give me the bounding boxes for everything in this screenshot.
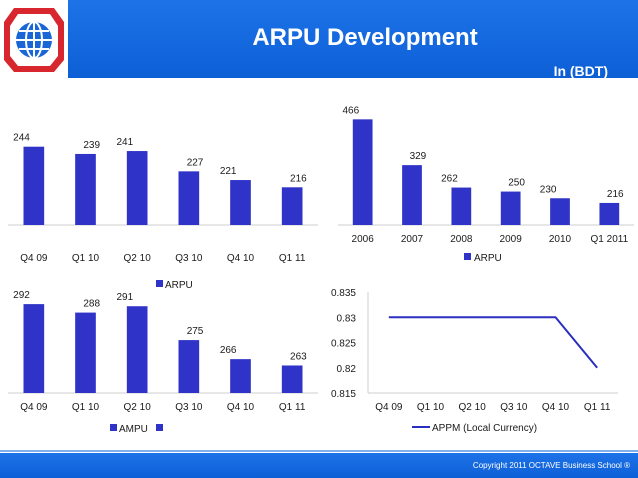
data-label: 230 bbox=[540, 184, 557, 195]
x-tick-label: Q2 10 bbox=[124, 402, 152, 413]
data-label: 292 bbox=[13, 290, 30, 301]
x-tick-label: 2006 bbox=[352, 234, 375, 245]
data-label: 241 bbox=[116, 137, 133, 148]
data-label: 466 bbox=[342, 105, 359, 116]
globe-logo-icon bbox=[4, 8, 64, 72]
x-tick-label: Q3 10 bbox=[175, 402, 203, 413]
y-tick-label: 0.825 bbox=[331, 339, 356, 350]
x-tick-label: Q1 10 bbox=[72, 402, 100, 413]
x-tick-label: Q1 10 bbox=[417, 402, 445, 413]
x-tick-label: Q1 11 bbox=[279, 402, 306, 413]
x-tick-label: Q3 10 bbox=[500, 402, 528, 413]
x-tick-label: Q1 2011 bbox=[591, 234, 629, 245]
bar bbox=[178, 340, 200, 393]
bar bbox=[451, 187, 472, 225]
data-label: 227 bbox=[187, 157, 204, 168]
data-label: 291 bbox=[116, 292, 133, 303]
x-tick-label: Q4 10 bbox=[227, 402, 255, 413]
data-label: 216 bbox=[290, 173, 307, 184]
bar bbox=[178, 171, 200, 225]
bar bbox=[23, 146, 45, 225]
series-line bbox=[388, 316, 598, 369]
bar bbox=[550, 198, 570, 225]
bar bbox=[500, 191, 521, 225]
x-tick-label: Q1 11 bbox=[279, 253, 306, 264]
legend-label: ARPU bbox=[165, 280, 193, 291]
x-tick-label: Q1 10 bbox=[72, 253, 100, 264]
page-title: ARPU Development bbox=[252, 24, 478, 51]
legend-swatch bbox=[156, 280, 163, 287]
x-tick-label: Q4 09 bbox=[375, 402, 403, 413]
unit-label: In (BDT) bbox=[553, 63, 608, 79]
bar bbox=[281, 365, 303, 393]
data-label: 288 bbox=[83, 299, 100, 310]
bar bbox=[75, 312, 96, 393]
data-label: 266 bbox=[220, 345, 237, 356]
legend-swatch bbox=[110, 424, 117, 431]
x-tick-label: Q1 11 bbox=[584, 402, 611, 413]
x-tick-label: 2009 bbox=[500, 234, 523, 245]
data-label: 250 bbox=[508, 178, 525, 189]
x-tick-label: Q4 10 bbox=[542, 402, 570, 413]
bar bbox=[230, 180, 251, 225]
y-tick-label: 0.815 bbox=[331, 389, 356, 400]
data-label: 262 bbox=[441, 174, 458, 185]
bar bbox=[126, 306, 148, 393]
data-label: 329 bbox=[410, 151, 427, 162]
bar bbox=[402, 165, 422, 225]
legend-label: AMPU bbox=[119, 424, 148, 435]
x-tick-label: Q3 10 bbox=[175, 253, 203, 264]
bar bbox=[352, 119, 373, 225]
x-tick-label: 2010 bbox=[549, 234, 572, 245]
legend-swatch bbox=[156, 424, 163, 431]
y-tick-label: 0.835 bbox=[331, 288, 356, 299]
x-tick-label: 2007 bbox=[401, 234, 424, 245]
legend-label: ARPU bbox=[474, 253, 502, 264]
x-tick-label: Q4 09 bbox=[20, 402, 48, 413]
bar bbox=[75, 153, 96, 225]
copyright-text: Copyright 2011 OCTAVE Business School ® bbox=[472, 461, 630, 470]
bar bbox=[281, 187, 303, 225]
legend-swatch bbox=[464, 253, 471, 260]
x-tick-label: 2008 bbox=[450, 234, 473, 245]
x-tick-label: Q2 10 bbox=[459, 402, 487, 413]
data-label: 239 bbox=[83, 140, 100, 151]
logo bbox=[0, 0, 68, 78]
footer-bar bbox=[0, 453, 638, 478]
bar bbox=[230, 359, 251, 393]
x-tick-label: Q4 10 bbox=[227, 253, 255, 264]
x-tick-label: Q2 10 bbox=[124, 253, 152, 264]
bar bbox=[599, 202, 620, 225]
data-label: 216 bbox=[607, 189, 624, 200]
y-tick-label: 0.83 bbox=[337, 313, 357, 324]
legend-label: APPM (Local Currency) bbox=[432, 423, 537, 434]
x-tick-label: Q4 09 bbox=[20, 253, 48, 264]
bar bbox=[23, 304, 45, 393]
data-label: 221 bbox=[220, 166, 237, 177]
y-tick-label: 0.82 bbox=[337, 364, 357, 375]
header-bar bbox=[0, 0, 638, 78]
data-label: 275 bbox=[187, 326, 204, 337]
footer-stripe bbox=[0, 450, 638, 452]
data-label: 263 bbox=[290, 351, 307, 362]
bar bbox=[126, 151, 148, 225]
data-label: 244 bbox=[13, 133, 30, 144]
